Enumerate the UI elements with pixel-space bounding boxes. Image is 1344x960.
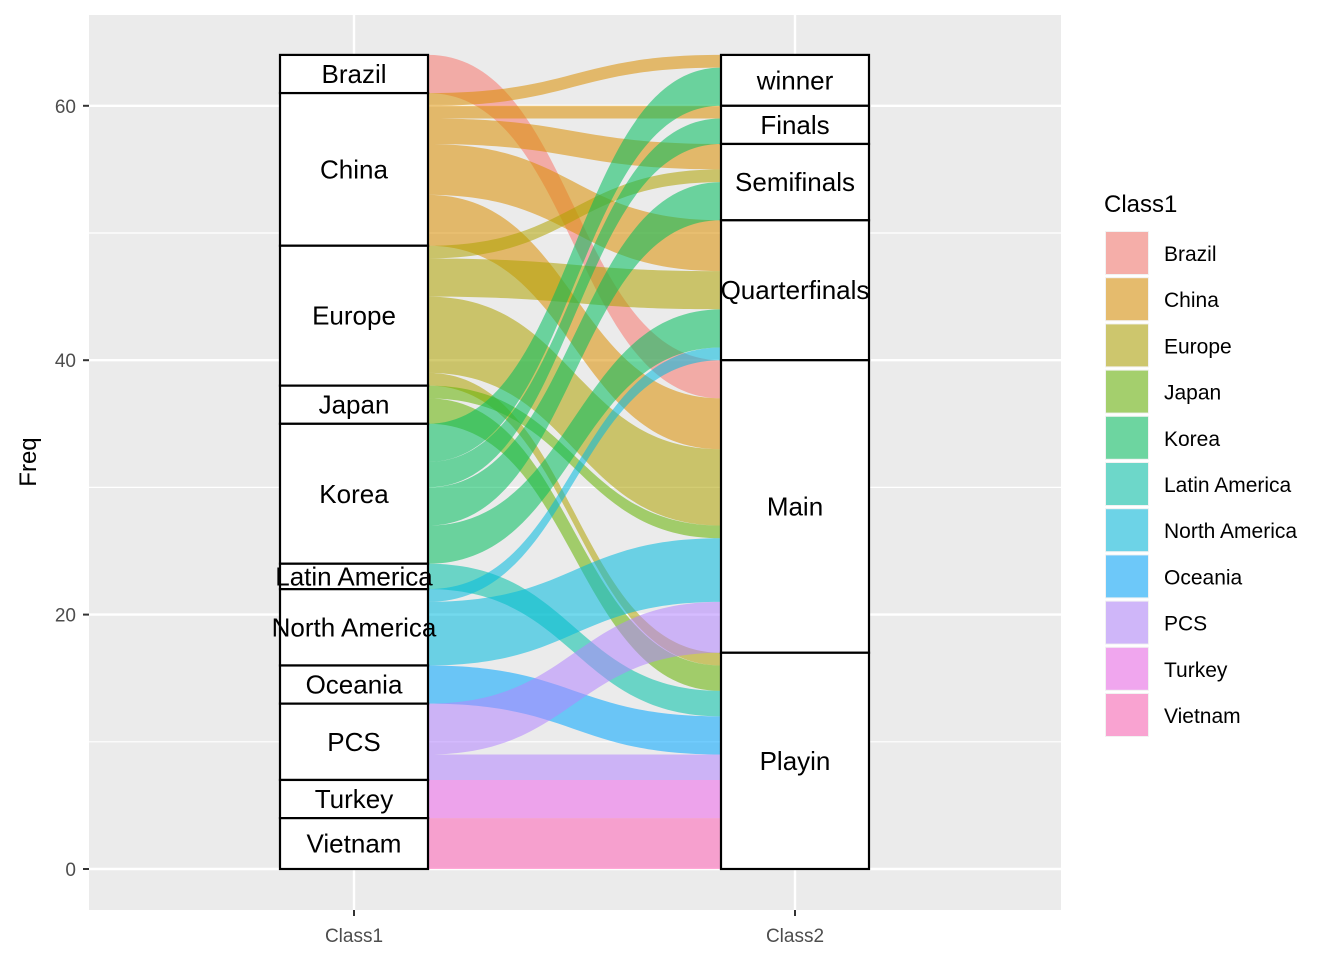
legend-label-vietnam: Vietnam <box>1164 705 1241 728</box>
class1-stratum-latin-america <box>278 562 430 591</box>
flow-pcs-to-main <box>428 601 721 755</box>
legend-label-turkey: Turkey <box>1164 659 1228 682</box>
legend-swatch-latin-america <box>1106 463 1148 505</box>
class1-stratum-label: Brazil <box>321 59 386 89</box>
legend-swatch-pcs <box>1106 601 1148 644</box>
class1-stratum-vietnam <box>278 817 430 871</box>
legend-swatch-china <box>1106 278 1148 321</box>
class1-stratum-label: Oceania <box>306 670 403 700</box>
legend-label-korea: Korea <box>1164 428 1220 451</box>
class2-stratum-label: winner <box>756 65 834 95</box>
class1-stratum-north-america <box>278 588 430 667</box>
class2-stratum-label: Finals <box>760 110 829 140</box>
flow-oceania-to-playin <box>428 665 721 755</box>
class2-stratum-main <box>719 359 871 654</box>
class1-stratum-label: Turkey <box>315 784 394 814</box>
class2-stratum-playin <box>719 651 871 871</box>
class1-stratum-brazil <box>278 53 430 95</box>
legend-swatch-europe <box>1106 324 1148 367</box>
class1-stratum-label: Latin America <box>275 561 433 591</box>
flow-turkey-to-playin <box>428 779 721 819</box>
class2-stratum-label: Playin <box>760 746 831 776</box>
flow-korea-to-winner <box>428 67 721 462</box>
class1-stratum-label: North America <box>272 612 437 642</box>
y-tick-label: 40 <box>55 351 76 372</box>
axes: 0 20 40 60 Class1 Class2 <box>55 97 824 947</box>
legend-swatch-korea <box>1106 416 1148 459</box>
class2-stratum-quarterfinals <box>719 219 871 362</box>
class1-stratum-label: China <box>320 154 388 184</box>
legend-label-europe: Europe <box>1164 335 1232 358</box>
class2-stratum-label: Quarterfinals <box>721 275 870 305</box>
class1-stratum-label: Vietnam <box>307 829 402 859</box>
class2-stratum-semifinals <box>719 142 871 222</box>
class1-stratum-label: PCS <box>327 727 380 757</box>
flow-europe-to-semifinals <box>428 169 721 259</box>
legend-label-japan: Japan <box>1164 382 1221 405</box>
class2-stratum-finals <box>719 104 871 146</box>
flow-japan-to-playin <box>428 398 721 691</box>
y-tick-label: 0 <box>65 860 76 881</box>
class1-stratum-pcs <box>278 702 430 782</box>
legend-swatch-north-america <box>1106 509 1148 552</box>
y-tick-label: 60 <box>55 97 76 118</box>
flow-vietnam-to-playin <box>428 818 721 869</box>
flow-pcs-to-playin <box>428 754 721 780</box>
flow-korea-to-finals <box>428 118 721 488</box>
flow-china-to-winner <box>428 54 721 106</box>
flow-europe-to-main <box>428 296 721 526</box>
legend-label-china: China <box>1164 289 1219 312</box>
flow-europe-to-playin <box>428 372 721 666</box>
class1-stratum-china <box>278 91 430 247</box>
flow-japan-to-main <box>428 385 721 539</box>
y-axis-title: Freq <box>15 437 42 486</box>
class1-stratum-korea <box>278 422 430 565</box>
legend-title: Class1 <box>1104 191 1177 218</box>
legend-swatch-oceania <box>1106 555 1148 598</box>
class1-stratum-label: Japan <box>319 390 390 420</box>
legend-label-pcs: PCS <box>1164 613 1207 636</box>
legend-items: Brazil China Europe Japan Korea Latin America… <box>1105 231 1297 737</box>
legend-swatch-brazil <box>1106 232 1148 274</box>
class1-stratum-europe <box>278 244 430 387</box>
legend: Class1 Brazil China Europe Japan Korea Latin … <box>1104 191 1297 737</box>
flows <box>428 54 721 869</box>
class2-stratum-label: Main <box>767 491 823 521</box>
flow-north-america-to-quarterfinals <box>428 347 721 602</box>
flow-europe-to-quarterfinals <box>428 258 721 310</box>
legend-swatch-japan <box>1106 370 1148 413</box>
class1-stratum-japan <box>278 384 430 425</box>
flow-north-america-to-main <box>428 538 721 666</box>
x-tick-label: Class2 <box>766 926 824 947</box>
legend-label-oceania: Oceania <box>1164 566 1243 589</box>
class1-stratum-label: Europe <box>312 301 396 331</box>
flow-korea-to-semifinals <box>428 182 721 526</box>
x-tick-label: Class1 <box>325 926 383 947</box>
legend-label-brazil: Brazil <box>1164 243 1217 266</box>
class2-stratum-winner <box>719 53 871 107</box>
legend-swatch-turkey <box>1106 647 1148 690</box>
flow-korea-to-quarterfinals <box>428 309 721 564</box>
legend-swatch-vietnam <box>1106 694 1148 736</box>
legend-label-north-america: North America <box>1164 520 1297 543</box>
strata: Brazil China Europe Japan Korea Latin America… <box>272 53 871 871</box>
class1-stratum-label: Korea <box>319 479 389 509</box>
legend-label-latin-america: Latin America <box>1164 474 1292 497</box>
y-tick-label: 20 <box>55 606 76 627</box>
class2-stratum-label: Semifinals <box>735 167 855 197</box>
